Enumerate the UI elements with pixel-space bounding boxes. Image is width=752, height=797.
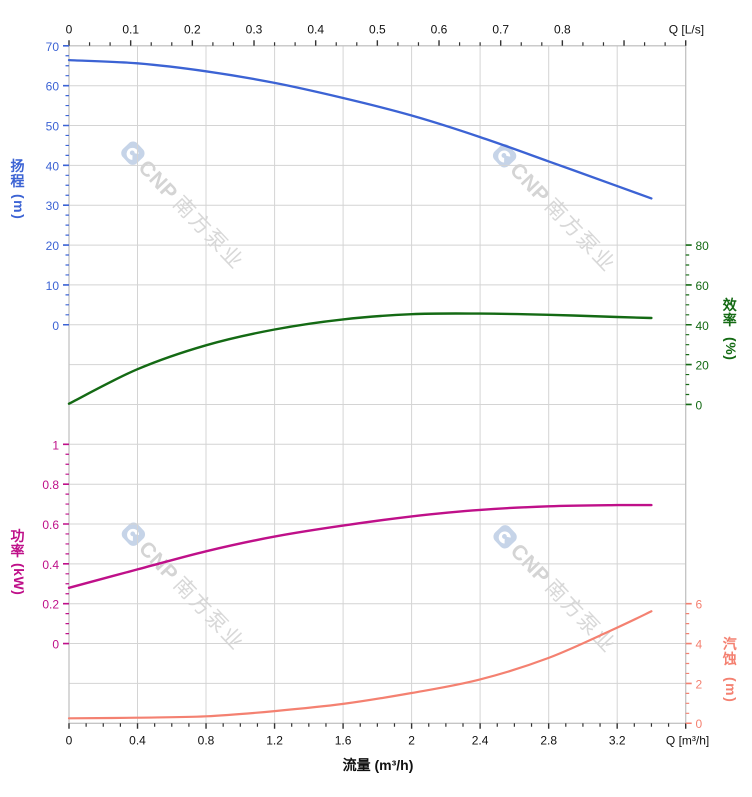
svg-text:1: 1 xyxy=(52,438,59,452)
svg-text:0.3: 0.3 xyxy=(246,22,263,36)
svg-text:0.4: 0.4 xyxy=(42,558,59,572)
svg-text:0.2: 0.2 xyxy=(42,598,59,612)
svg-text:0: 0 xyxy=(52,319,59,333)
svg-text:Q [L/s]: Q [L/s] xyxy=(669,22,704,36)
svg-text:0.6: 0.6 xyxy=(42,518,59,532)
svg-text:0.4: 0.4 xyxy=(307,22,324,36)
svg-text:40: 40 xyxy=(46,159,60,173)
svg-text:10: 10 xyxy=(46,279,60,293)
svg-text:0: 0 xyxy=(66,22,73,36)
svg-text:3.2: 3.2 xyxy=(609,733,626,747)
svg-text:70: 70 xyxy=(46,40,60,54)
svg-text:0.1: 0.1 xyxy=(122,22,139,36)
svg-text:20: 20 xyxy=(46,239,60,253)
svg-text:0.2: 0.2 xyxy=(184,22,201,36)
svg-text:2.4: 2.4 xyxy=(472,733,489,747)
svg-text:0.7: 0.7 xyxy=(492,22,509,36)
svg-text:0: 0 xyxy=(696,717,703,731)
svg-text:30: 30 xyxy=(46,199,60,213)
svg-text:0.4: 0.4 xyxy=(129,733,146,747)
svg-text:0.8: 0.8 xyxy=(198,733,215,747)
svg-text:0: 0 xyxy=(52,638,59,652)
svg-text:0.8: 0.8 xyxy=(42,478,59,492)
svg-text:0.6: 0.6 xyxy=(431,22,448,36)
svg-text:2.8: 2.8 xyxy=(540,733,557,747)
svg-text:2: 2 xyxy=(696,677,703,691)
svg-text:20: 20 xyxy=(696,359,710,373)
svg-text:0: 0 xyxy=(66,733,73,747)
svg-text:80: 80 xyxy=(696,239,710,253)
svg-text:2: 2 xyxy=(408,733,415,747)
svg-text:1.2: 1.2 xyxy=(266,733,283,747)
svg-text:60: 60 xyxy=(696,279,710,293)
svg-text:60: 60 xyxy=(46,80,60,94)
svg-text:1.6: 1.6 xyxy=(335,733,352,747)
svg-text:40: 40 xyxy=(696,319,710,333)
svg-text:50: 50 xyxy=(46,120,60,134)
svg-text:6: 6 xyxy=(696,598,703,612)
svg-text:4: 4 xyxy=(696,638,703,652)
svg-text:0: 0 xyxy=(696,399,703,413)
svg-text:Q [m³/h]: Q [m³/h] xyxy=(666,733,709,747)
svg-text:0.8: 0.8 xyxy=(554,22,571,36)
svg-text:0.5: 0.5 xyxy=(369,22,386,36)
